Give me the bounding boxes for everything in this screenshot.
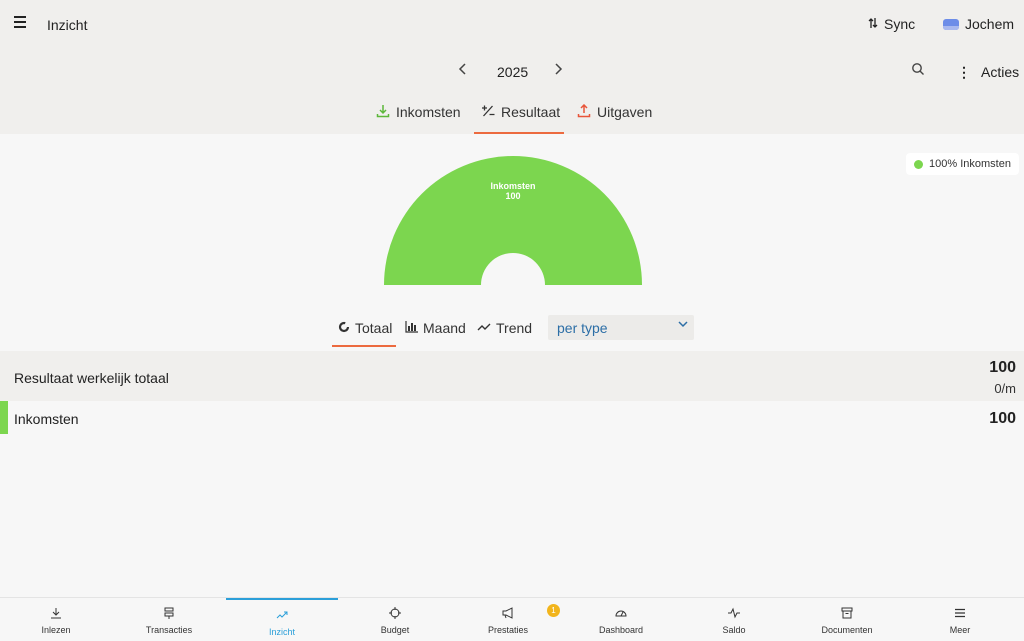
chevron-left-icon[interactable]	[458, 62, 468, 81]
target-icon	[389, 607, 401, 619]
nav-item-meer[interactable]: Meer	[904, 598, 1016, 641]
pulse-icon	[728, 607, 740, 619]
category-color-bar	[0, 401, 8, 434]
hamburger-menu-icon[interactable]	[14, 16, 30, 32]
sync-label: Sync	[884, 16, 916, 32]
type-tabs: Inkomsten Resultaat Uitgaven	[0, 100, 1024, 134]
category-label: Inkomsten	[14, 411, 79, 427]
nav-label: Prestaties	[487, 625, 529, 635]
nav-item-dashboard[interactable]: Dashboard	[565, 598, 677, 641]
tab-label: Resultaat	[501, 104, 561, 120]
bottom-navigation: Inlezen Transacties Inzicht Budget Prest…	[0, 597, 1024, 641]
nav-label: Inlezen	[41, 625, 71, 635]
year-label: 2025	[497, 64, 529, 80]
page-title: Inzicht	[47, 17, 88, 33]
category-value: 100	[989, 410, 1016, 427]
tab-label: Inkomsten	[396, 104, 461, 120]
donut-icon	[338, 320, 350, 336]
nav-item-inlezen[interactable]: Inlezen	[0, 598, 112, 641]
nav-label: Transacties	[145, 625, 193, 635]
nav-label: Saldo	[722, 625, 746, 635]
chart-area: Inkomsten 100	[0, 134, 1024, 304]
notification-badge: 1	[547, 604, 560, 617]
nav-item-prestaties[interactable]: Prestaties	[452, 598, 564, 641]
slice-label: Inkomsten	[490, 181, 535, 191]
top-bar: Inzicht Sync Jochem	[0, 0, 1024, 50]
avatar	[943, 18, 959, 30]
nav-item-saldo[interactable]: Saldo	[678, 598, 790, 641]
megaphone-icon	[502, 607, 514, 619]
slice-value: 100	[505, 191, 520, 201]
trend-line-icon	[477, 320, 491, 336]
menu-icon	[954, 607, 966, 619]
total-row[interactable]: Resultaat werkelijk totaal 100 0/m	[0, 351, 1024, 401]
download-icon	[50, 607, 62, 619]
tab-uitgaven[interactable]: Uitgaven	[577, 100, 652, 134]
chevron-down-icon	[678, 319, 688, 331]
tab-label: Maand	[423, 320, 466, 336]
nav-label: Budget	[380, 625, 410, 635]
tab-resultaat[interactable]: Resultaat	[474, 100, 564, 134]
nav-item-inzicht[interactable]: Inzicht	[226, 598, 338, 641]
acties-label: Acties	[981, 64, 1020, 80]
nav-item-documenten[interactable]: Documenten	[791, 598, 903, 641]
sync-arrows-icon	[868, 16, 878, 32]
archive-icon	[841, 607, 853, 619]
download-icon	[376, 104, 390, 121]
tab-maand[interactable]: Maand	[405, 315, 466, 347]
nav-item-budget[interactable]: Budget	[339, 598, 451, 641]
tab-totaal[interactable]: Totaal	[332, 315, 396, 347]
chevron-right-icon[interactable]	[553, 62, 563, 81]
legend-label: 100% Inkomsten	[929, 158, 1011, 170]
more-vertical-icon: ⋮	[957, 64, 971, 80]
chart-slice-inkomsten[interactable]	[384, 156, 642, 285]
transactions-icon	[163, 607, 175, 619]
total-per-month: 0/m	[994, 381, 1016, 396]
tab-label: Totaal	[355, 320, 393, 336]
nav-item-transacties[interactable]: Transacties	[113, 598, 225, 641]
group-by-select[interactable]: per type	[548, 315, 694, 340]
user-name: Jochem	[965, 16, 1015, 32]
total-value: 100	[989, 359, 1016, 376]
bar-chart-icon	[405, 320, 418, 336]
gauge-icon	[615, 607, 627, 619]
nav-label: Inzicht	[268, 627, 295, 637]
select-value: per type	[557, 320, 608, 336]
user-button[interactable]: Jochem	[943, 16, 1014, 32]
view-tabs: Totaal Maand Trend	[0, 315, 1024, 347]
tab-inkomsten[interactable]: Inkomsten	[376, 100, 461, 134]
tab-label: Uitgaven	[597, 104, 653, 120]
tab-label: Trend	[496, 320, 533, 336]
nav-label: Documenten	[821, 625, 873, 635]
nav-label: Dashboard	[598, 625, 644, 635]
total-label: Resultaat werkelijk totaal	[14, 370, 169, 386]
upload-icon	[577, 103, 591, 121]
search-icon[interactable]	[911, 62, 927, 78]
year-bar: 2025 ⋮ Acties	[0, 56, 1024, 86]
tab-trend[interactable]: Trend	[477, 315, 532, 347]
list-item[interactable]: Inkomsten 100	[0, 401, 1024, 434]
sync-button[interactable]: Sync	[868, 16, 915, 32]
nav-label: Meer	[949, 625, 971, 635]
plus-minus-icon	[481, 104, 495, 121]
trend-icon	[276, 609, 288, 621]
donut-chart: Inkomsten 100	[384, 156, 642, 285]
legend-dot	[914, 159, 923, 169]
header: Inzicht Sync Jochem 2025 ⋮ Acties	[0, 0, 1024, 134]
chart-legend[interactable]: 100% Inkomsten	[906, 153, 1019, 175]
acties-button[interactable]: ⋮ Acties	[957, 64, 1019, 81]
